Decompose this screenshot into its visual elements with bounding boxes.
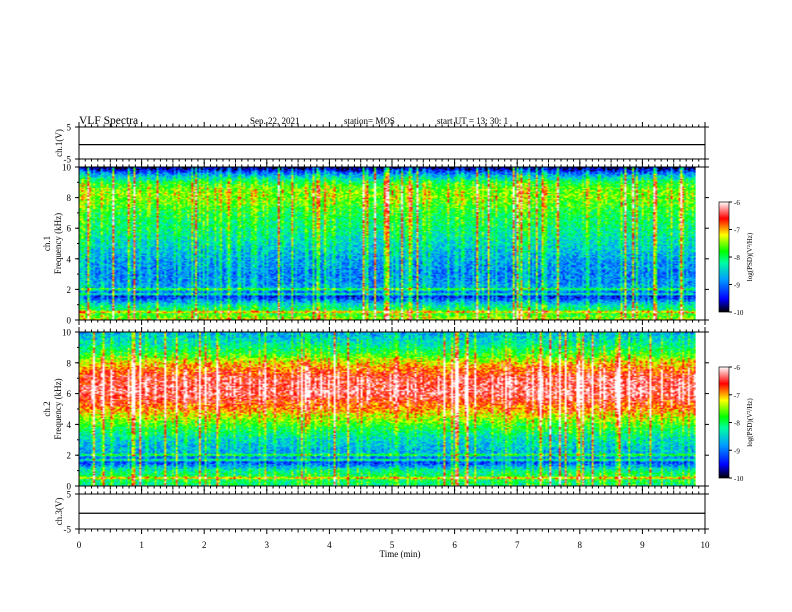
y-tick-label: 8 bbox=[67, 193, 72, 203]
y-axis-label: Frequency (kHz) bbox=[53, 378, 63, 439]
ch1-spectrogram-panel: 0 2 4 6 8 10 ch.1 Frequency (kHz) bbox=[42, 162, 709, 326]
figure-title: VLF Spectra bbox=[79, 115, 138, 127]
x-tick-label: 10 bbox=[701, 540, 711, 550]
x-tick-label: 3 bbox=[265, 540, 270, 550]
x-tick-label: 8 bbox=[578, 540, 583, 550]
y-tick-label: 5 bbox=[67, 123, 72, 133]
colorbar-tick-label: -6 bbox=[734, 199, 740, 207]
time-axis: 0 1 2 3 4 5 6 7 8 9 10 bbox=[77, 540, 710, 550]
ch2-spectrogram-image bbox=[79, 332, 696, 486]
colorbar-tick-label: -7 bbox=[734, 227, 740, 235]
y-axis-label: ch.2 bbox=[42, 401, 52, 416]
panel-frame bbox=[78, 126, 706, 160]
y-axis-label: ch.3(V) bbox=[54, 498, 64, 526]
y-tick-label: 5 bbox=[67, 490, 72, 500]
ch1-colorbar: -6 -7 -8 -9 -10 log(PSD)(V²/Hz) bbox=[718, 199, 754, 317]
y-tick-label: 6 bbox=[67, 389, 72, 399]
y-tick-label: 4 bbox=[67, 420, 72, 430]
y-tick-label: -5 bbox=[64, 525, 72, 535]
station-label: station= MOS bbox=[344, 116, 395, 126]
y-tick-label: 4 bbox=[67, 254, 72, 264]
y-tick-label: 10 bbox=[62, 163, 72, 173]
y-tick-label: 6 bbox=[67, 224, 72, 234]
ch1-spectrogram-image bbox=[79, 167, 696, 320]
date-label: Sep. 22, 2021 bbox=[250, 116, 300, 126]
colorbar-tick-label: -10 bbox=[734, 309, 744, 317]
x-tick-label: 5 bbox=[390, 540, 395, 550]
y-tick-label: 0 bbox=[67, 482, 72, 492]
colorbar-label: log(PSD)(V²/Hz) bbox=[746, 232, 754, 281]
colorbar-tick-label: -9 bbox=[734, 447, 740, 455]
x-tick-label: 2 bbox=[202, 540, 207, 550]
y-axis-label: ch.1(V) bbox=[54, 129, 64, 157]
y-tick-label: 10 bbox=[62, 328, 72, 338]
x-tick-label: 7 bbox=[515, 540, 520, 550]
ch3-waveform-panel: 5 -5ch.3(V) bbox=[54, 489, 709, 535]
colorbar-tick-label: -9 bbox=[734, 282, 740, 290]
colorbar-tick-label: -8 bbox=[734, 420, 740, 428]
colorbar-gradient bbox=[718, 366, 730, 479]
ch1-waveform-panel: 5 -5ch.1(V) bbox=[54, 122, 709, 165]
y-axis-label: ch.1 bbox=[42, 236, 52, 251]
y-tick-label: 2 bbox=[67, 285, 72, 295]
x-tick-label: 4 bbox=[327, 540, 332, 550]
colorbar-label: log(PSD)(V²/Hz) bbox=[746, 398, 754, 447]
x-tick-label: 0 bbox=[77, 540, 82, 550]
colorbar-tick-label: -7 bbox=[734, 392, 740, 400]
colorbar-tick-label: -10 bbox=[734, 475, 744, 483]
x-tick-label: 9 bbox=[640, 540, 645, 550]
y-tick-label: 2 bbox=[67, 451, 72, 461]
x-tick-label: 1 bbox=[139, 540, 144, 550]
y-tick-label: 0 bbox=[67, 316, 72, 326]
y-axis-label: Frequency (kHz) bbox=[53, 213, 63, 274]
start-time-label: start UT = 13: 30: 1 bbox=[437, 116, 508, 126]
y-tick-label: -5 bbox=[64, 155, 72, 165]
y-tick-label: 8 bbox=[67, 358, 72, 368]
x-axis-label: Time (min) bbox=[380, 549, 421, 559]
colorbar-gradient bbox=[718, 201, 730, 313]
colorbar-tick-label: -6 bbox=[734, 364, 740, 372]
panel-frame bbox=[78, 493, 706, 530]
x-tick-label: 6 bbox=[452, 540, 457, 550]
ch2-spectrogram-panel: 0 2 4 6 8 10 ch.2 Frequency (kHz) bbox=[42, 327, 709, 492]
ch2-colorbar: -6 -7 -8 -9 -10 log(PSD)(V²/Hz) bbox=[718, 364, 754, 483]
colorbar-tick-label: -8 bbox=[734, 254, 740, 262]
